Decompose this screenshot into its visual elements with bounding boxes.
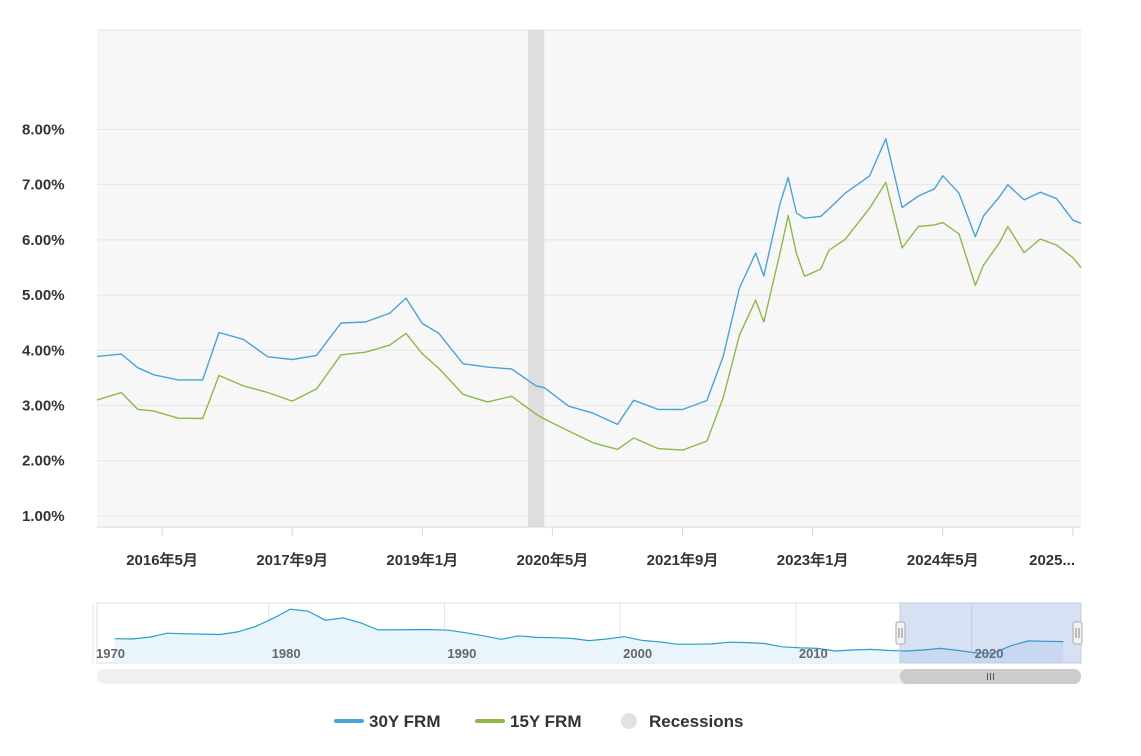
y-tick-label: 4.00% (22, 342, 65, 359)
navigator-label: 2000 (623, 646, 652, 661)
series-lines (96, 138, 1082, 451)
y-tick-label: 3.00% (22, 398, 65, 415)
y-tick-label: 5.00% (22, 287, 65, 304)
navigator-left-handle[interactable] (895, 621, 906, 645)
plot-background (97, 30, 1081, 527)
series-line-15y-frm (96, 181, 1082, 451)
x-tick-label: 2017年9月 (256, 551, 328, 569)
legend-item-recessions[interactable]: Recessions (621, 712, 744, 731)
legend-label: Recessions (649, 712, 744, 731)
range-navigator[interactable]: 1970 1980 1990 2000 2010 2020 (92, 602, 1083, 664)
navigator-area (114, 609, 1064, 663)
x-tick-label: 2021年9月 (647, 551, 719, 569)
navigator-scrollbar[interactable] (97, 669, 1081, 684)
legend-label: 15Y FRM (510, 712, 582, 731)
scrollbar-track[interactable] (97, 669, 1081, 684)
legend-label: 30Y FRM (369, 712, 441, 731)
x-tick-label: 2024年5月 (907, 551, 979, 569)
y-tick-label: 8.00% (22, 121, 65, 138)
y-tick-label: 6.00% (22, 232, 65, 249)
legend: 30Y FRM 15Y FRM Recessions (334, 712, 744, 731)
x-tick-label: 2016年5月 (126, 551, 198, 569)
navigator-label: 1990 (447, 646, 476, 661)
x-axis-ticks: 2016年5月 2017年9月 2019年1月 2020年5月 2021年9月 2023年… (126, 527, 1075, 569)
legend-item-15y-frm[interactable]: 15Y FRM (475, 712, 582, 731)
legend-swatch-dot (621, 713, 637, 729)
scrollbar-grip-icon (987, 673, 995, 680)
navigator-labels: 1970 1980 1990 2000 2010 2020 (96, 646, 1003, 661)
navigator-label: 1970 (96, 646, 125, 661)
legend-item-30y-frm[interactable]: 30Y FRM (334, 712, 441, 731)
navigator-label: 1980 (272, 646, 301, 661)
recession-band (528, 30, 545, 527)
y-axis-ticks: 1.00% 2.00% 3.00% 4.00% 5.00% 6.00% 7.00% 8.00% (22, 121, 65, 525)
x-tick-label: 2019年1月 (386, 551, 458, 569)
x-tick-label: 2023年1月 (777, 551, 849, 569)
navigator-line (114, 608, 1064, 654)
recession-bands (528, 30, 545, 527)
navigator-label: 2010 (799, 646, 828, 661)
y-tick-label: 1.00% (22, 508, 65, 525)
series-line-30y-frm (96, 138, 1082, 426)
navigator-label: 2020 (975, 646, 1004, 661)
y-tick-label: 7.00% (22, 177, 65, 194)
grid-lines (97, 29, 1081, 517)
y-tick-label: 2.00% (22, 453, 65, 470)
x-tick-label: 2025... (1029, 552, 1075, 569)
navigator-right-handle[interactable] (1072, 621, 1083, 645)
navigator-selection[interactable] (899, 602, 1082, 664)
x-tick-label: 2020年5月 (517, 551, 589, 569)
